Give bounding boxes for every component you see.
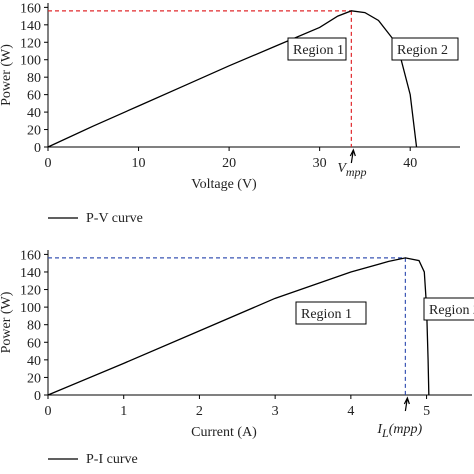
x-tick-label: 3 bbox=[272, 404, 279, 419]
region-box bbox=[287, 37, 347, 61]
y-tick-label: 80 bbox=[27, 71, 41, 86]
y-tick-label: 40 bbox=[27, 106, 41, 121]
x-axis-label: Current (A) bbox=[191, 425, 257, 440]
y-tick-label: 140 bbox=[20, 266, 41, 281]
region-box bbox=[423, 297, 474, 321]
legend-label: P-V curve bbox=[86, 211, 143, 226]
mpp-arrow bbox=[403, 396, 410, 412]
y-tick-label: 20 bbox=[27, 371, 41, 386]
x-tick-label: 0 bbox=[45, 156, 52, 171]
region-box bbox=[391, 37, 459, 61]
x-tick-label: 0 bbox=[45, 404, 52, 419]
mpp-label-main: V bbox=[337, 161, 347, 176]
mpp-label: Vmpp bbox=[337, 161, 366, 179]
y-tick-label: 100 bbox=[20, 301, 41, 316]
x-tick-label: 1 bbox=[120, 404, 127, 419]
y-axis-label: Power (W) bbox=[0, 44, 14, 106]
mpp-label-sub: L bbox=[381, 426, 389, 440]
y-tick-label: 20 bbox=[27, 124, 41, 139]
x-tick-label: 20 bbox=[222, 156, 236, 171]
y-axis-label: Power (W) bbox=[0, 291, 14, 353]
y-tick-label: 160 bbox=[20, 1, 41, 16]
y-tick-label: 120 bbox=[20, 284, 41, 299]
y-tick-label: 80 bbox=[27, 319, 41, 334]
x-tick-label: 5 bbox=[423, 404, 430, 419]
mpp-label-rest: (mpp) bbox=[389, 422, 423, 437]
legend-label: P-I curve bbox=[86, 452, 138, 467]
x-tick-label: 10 bbox=[132, 156, 146, 171]
region-label: Region 2 bbox=[429, 303, 474, 318]
mpp-label-main: I bbox=[376, 422, 383, 437]
mpp-label: IL(mpp) bbox=[376, 422, 422, 440]
y-tick-label: 0 bbox=[34, 389, 41, 404]
mpp-arrow bbox=[349, 148, 356, 164]
y-tick-label: 40 bbox=[27, 354, 41, 369]
x-tick-label: 4 bbox=[347, 404, 354, 419]
y-tick-label: 60 bbox=[27, 89, 41, 104]
y-tick-label: 60 bbox=[27, 336, 41, 351]
x-tick-label: 40 bbox=[403, 156, 417, 171]
region-label: Region 2 bbox=[397, 43, 448, 58]
curve bbox=[47, 257, 430, 396]
region-box bbox=[295, 301, 367, 325]
x-axis-label: Voltage (V) bbox=[191, 177, 257, 192]
y-tick-label: 140 bbox=[20, 19, 41, 34]
x-tick-label: 2 bbox=[196, 404, 203, 419]
x-tick-label: 30 bbox=[313, 156, 327, 171]
region-label: Region 1 bbox=[301, 307, 352, 322]
curve bbox=[47, 10, 418, 148]
y-tick-label: 100 bbox=[20, 54, 41, 69]
y-tick-label: 0 bbox=[34, 141, 41, 156]
mpp-label-sub: mpp bbox=[346, 165, 367, 179]
y-tick-label: 160 bbox=[20, 248, 41, 263]
y-tick-label: 120 bbox=[20, 36, 41, 51]
region-label: Region 1 bbox=[293, 43, 344, 58]
